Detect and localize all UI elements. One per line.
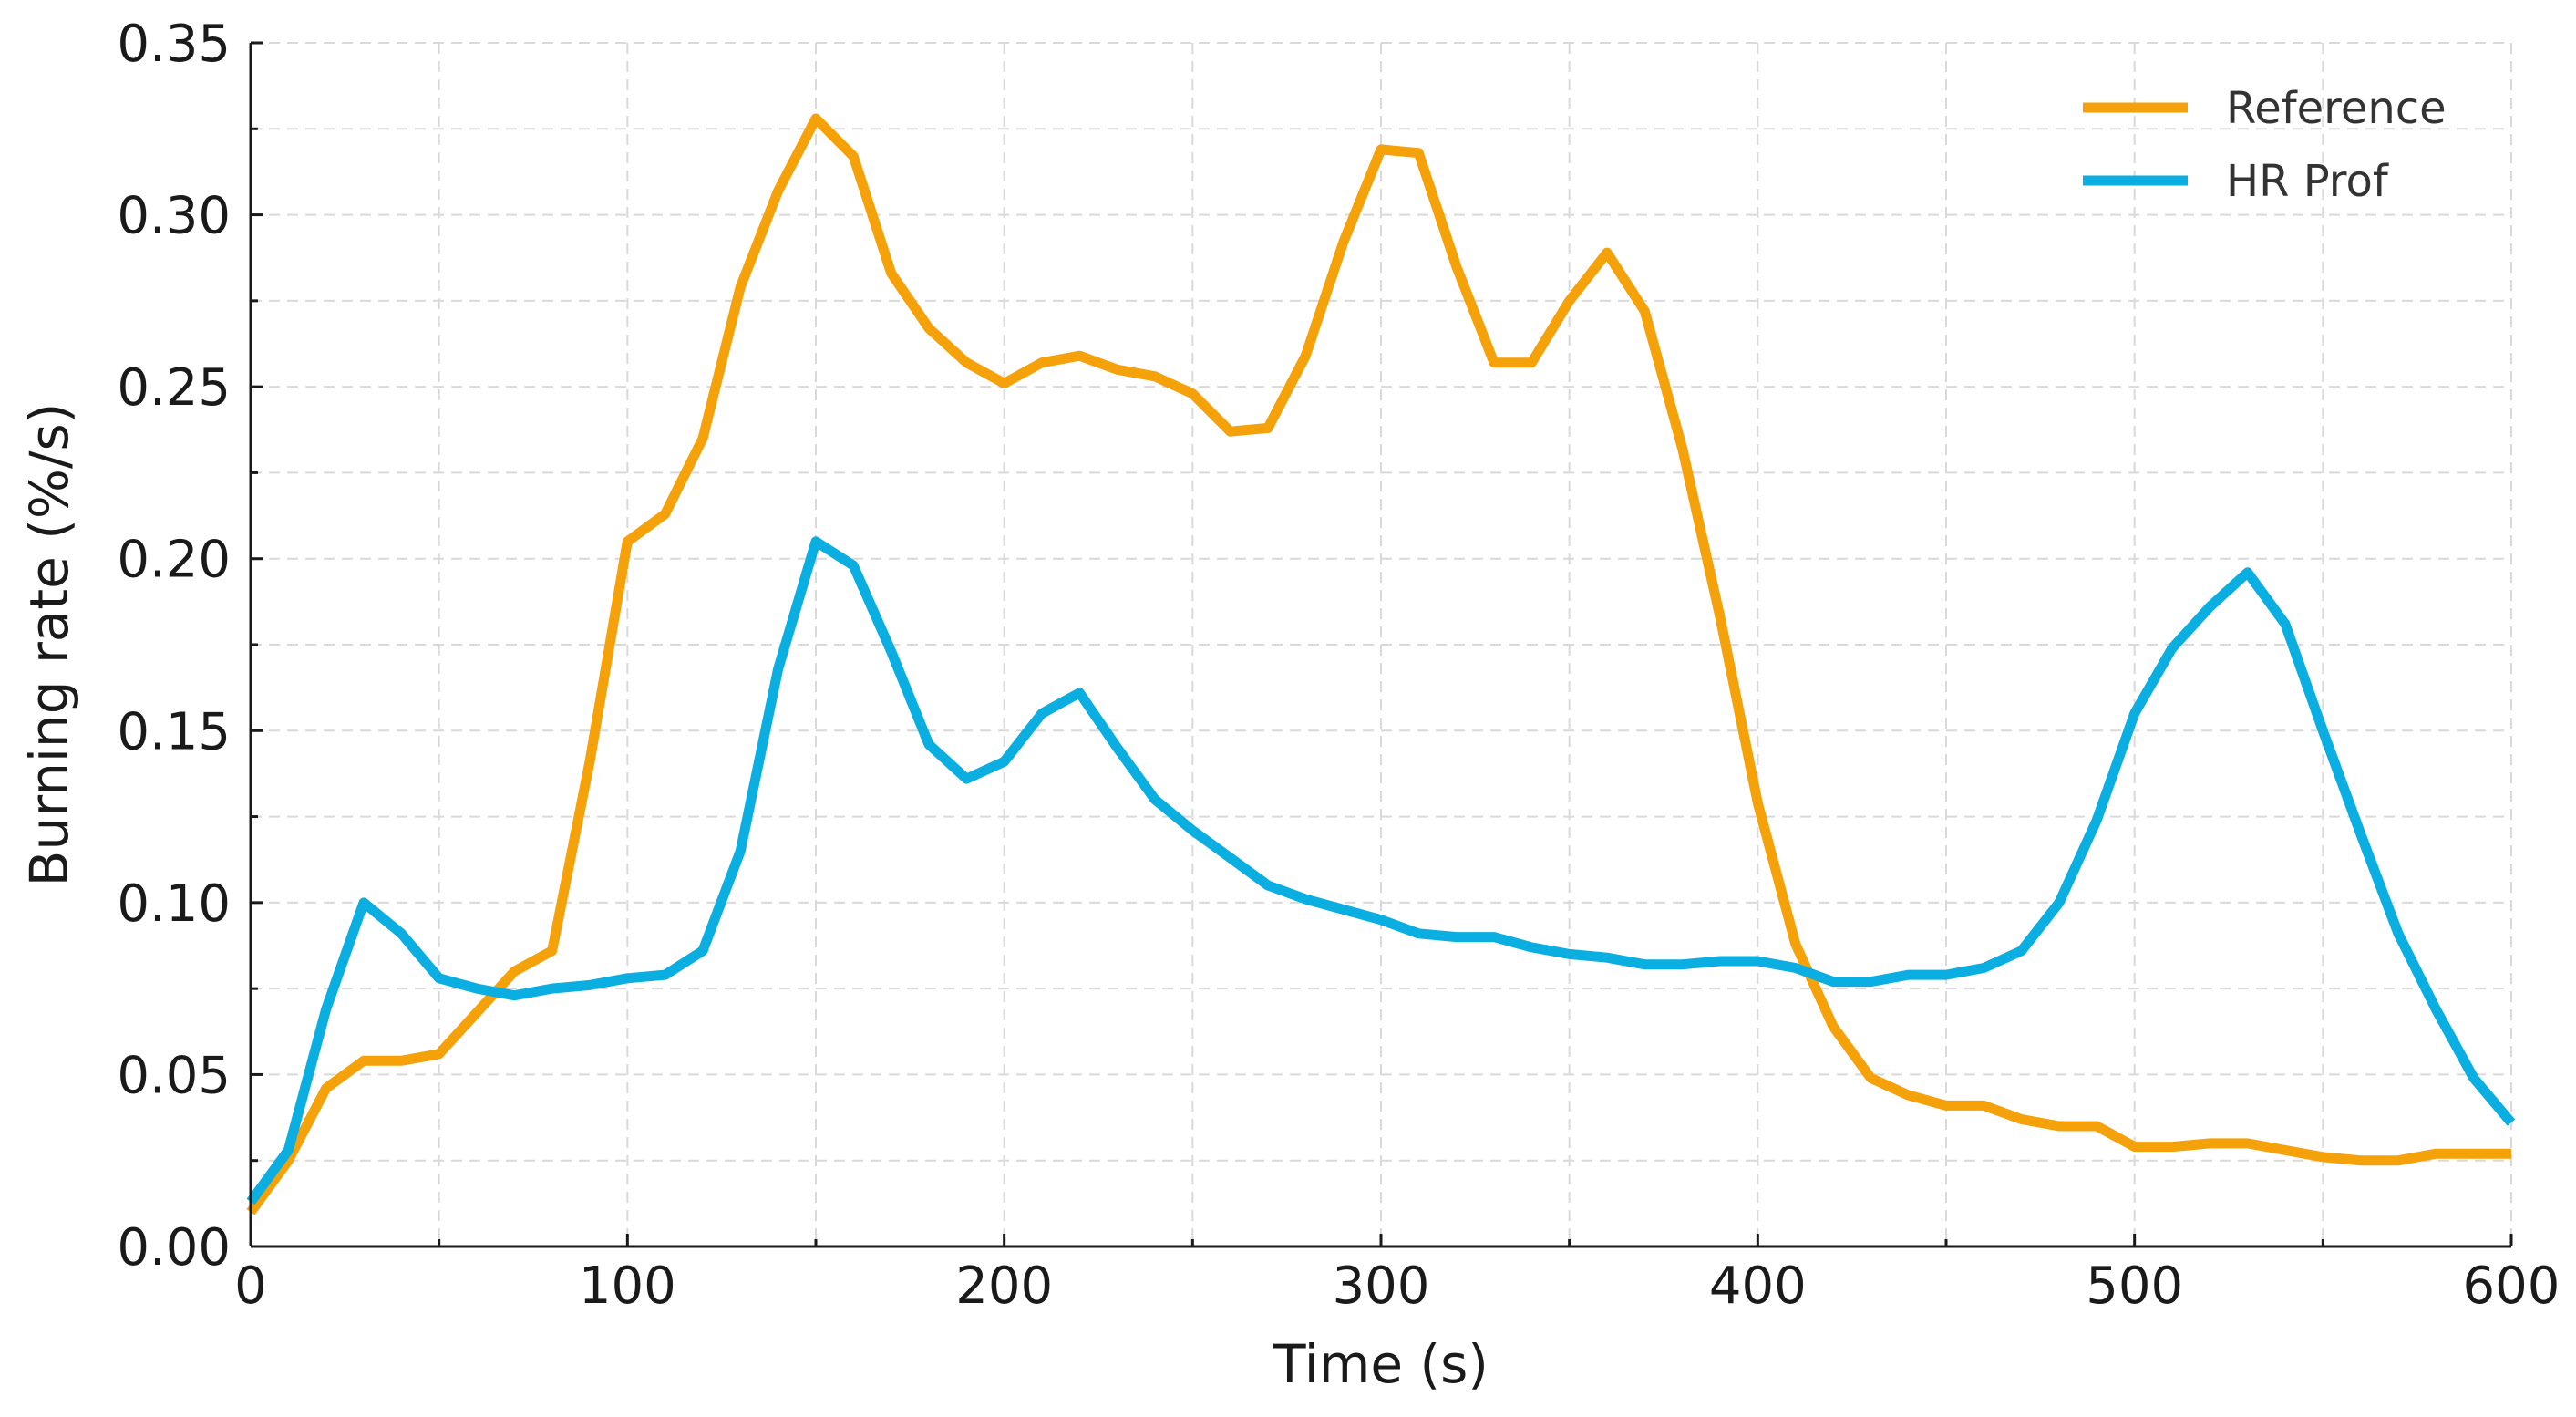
y-tick-label: 0.20: [117, 531, 231, 590]
legend-label: HR Prof: [2226, 156, 2389, 207]
y-tick-label: 0.15: [117, 702, 231, 761]
x-axis-title: Time (s): [1273, 1333, 1489, 1395]
series-line-reference: [246, 113, 2511, 1215]
x-tick-label: 300: [1333, 1257, 1430, 1316]
x-tick-label: 200: [955, 1257, 1053, 1316]
x-tick-label: 600: [2463, 1257, 2561, 1316]
x-tick-label: 100: [579, 1257, 676, 1316]
y-tick-label: 0.25: [117, 358, 231, 418]
y-tick-label: 0.00: [117, 1218, 231, 1277]
series-layer: [246, 113, 2516, 1215]
y-ticks: 0.00 0.05 0.10 0.15 0.20 0.25 0.30 0.35: [117, 15, 263, 1277]
x-ticks: 0 100 200 300 400 500 600: [234, 1234, 2560, 1316]
x-tick-label: 0: [234, 1257, 267, 1316]
y-axis-title: Burning rate (%/s): [18, 403, 80, 887]
legend: Reference HR Prof: [2083, 83, 2447, 207]
x-tick-label: 400: [1709, 1257, 1807, 1316]
y-tick-label: 0.05: [117, 1046, 231, 1105]
y-tick-label: 0.30: [117, 187, 231, 246]
y-tick-label: 0.10: [117, 874, 231, 934]
series-line-hr-prof: [246, 536, 2516, 1205]
y-tick-label: 0.35: [117, 15, 231, 74]
legend-label: Reference: [2226, 83, 2447, 134]
x-tick-label: 500: [2086, 1257, 2183, 1316]
